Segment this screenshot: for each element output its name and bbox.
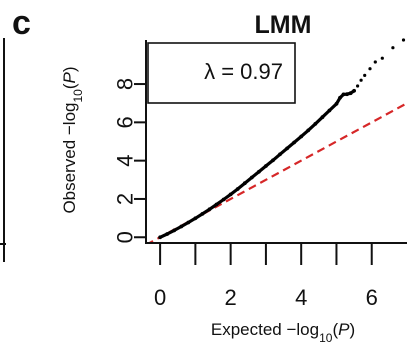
axis-title-variable: P	[338, 320, 350, 339]
observed-point	[249, 175, 254, 180]
observed-point	[401, 38, 406, 42]
observed-point	[200, 212, 205, 216]
lambda-box: λ = 0.97	[147, 42, 296, 104]
axis-title-subscript: 10	[319, 331, 333, 345]
y-tick-label: 2	[113, 193, 138, 205]
observed-point	[313, 122, 318, 126]
observed-point	[292, 140, 296, 145]
x-axis-title: Expected −log10(P)	[211, 320, 355, 345]
observed-point	[345, 92, 349, 97]
y-tick-label: 8	[113, 78, 138, 90]
axis-title-text: Expected −log	[211, 320, 319, 339]
y-tick-label: 6	[113, 116, 138, 128]
observed-point	[373, 60, 377, 64]
observed-point	[368, 67, 372, 71]
observed-point	[172, 228, 177, 233]
axis-title-text: )	[349, 320, 355, 339]
chart-title: LMM	[255, 11, 312, 39]
y-tick-label: 0	[113, 231, 138, 243]
observed-point	[271, 158, 275, 163]
observed-point	[214, 202, 219, 207]
observed-point	[306, 128, 311, 133]
x-tick-label: 0	[154, 285, 166, 310]
x-tick-label: 2	[225, 285, 237, 310]
observed-point	[334, 101, 339, 106]
axis-title-variable: P	[60, 71, 79, 83]
observed-point	[363, 73, 367, 77]
observed-point	[221, 197, 226, 202]
lambda-label: λ = 0.97	[204, 59, 283, 84]
observed-point	[348, 91, 353, 96]
observed-point	[264, 164, 268, 168]
y-axis-title: Observed −log10(P)	[60, 66, 85, 213]
lambda-box-frame	[147, 42, 296, 104]
observed-point	[320, 115, 325, 120]
observed-point	[359, 78, 363, 82]
x-tick-label: 4	[295, 285, 307, 310]
observed-point	[193, 216, 198, 221]
data-layer	[147, 38, 407, 243]
observed-point	[352, 88, 356, 93]
observed-point	[228, 192, 233, 197]
observed-point	[257, 169, 261, 174]
observed-point	[341, 92, 346, 97]
observed-point	[242, 181, 247, 186]
expected-reference-line	[147, 102, 407, 243]
axis-title-text: (	[60, 83, 79, 89]
observed-point	[356, 84, 360, 88]
observed-point	[235, 187, 240, 191]
panel-letter: c	[12, 4, 31, 42]
observed-point	[158, 235, 163, 240]
x-tick-label: 6	[366, 285, 378, 310]
observed-point	[338, 95, 342, 100]
observed-point	[285, 146, 289, 151]
observed-point	[327, 108, 332, 113]
axis-title-text: )	[60, 66, 79, 72]
observed-point	[391, 46, 395, 50]
y-axis: 0 2 4 6 8	[113, 40, 147, 244]
observed-point	[179, 224, 184, 229]
observed-point	[278, 152, 282, 157]
observed-point	[207, 207, 212, 212]
observed-point	[186, 220, 191, 225]
axis-title-text: (	[332, 320, 338, 339]
axis-title-subscript: 10	[71, 89, 85, 103]
axis-title-text: Observed −log	[60, 103, 79, 214]
x-axis: 0 2 4 6	[146, 242, 407, 310]
observed-point	[299, 134, 304, 139]
observed-dense-trace	[158, 89, 356, 239]
y-tick-label: 4	[113, 155, 138, 167]
observed-point	[165, 232, 170, 236]
observed-point	[380, 56, 384, 60]
